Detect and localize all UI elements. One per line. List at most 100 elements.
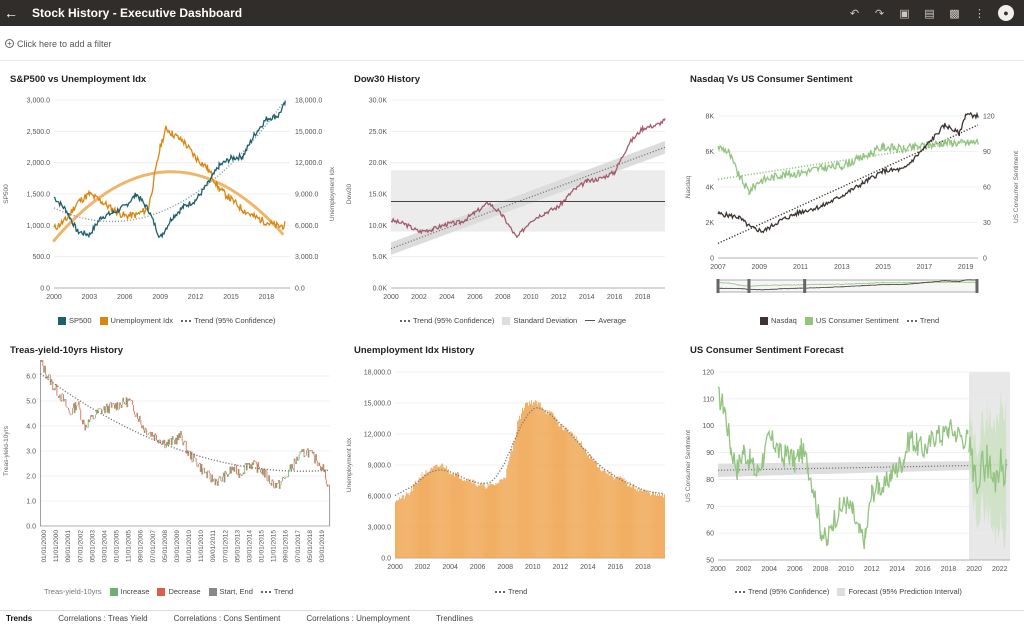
unemployment-bar: [578, 442, 580, 558]
tab-correlations-treas-yield[interactable]: Correlations : Treas Yield: [58, 614, 148, 623]
legend-item-sp500[interactable]: SP500: [58, 316, 92, 325]
waterfall-bar: [133, 411, 135, 415]
legend-item-average[interactable]: Average: [585, 316, 626, 325]
waterfall-bar: [92, 415, 94, 420]
canvas-tabs: Trends Correlations : Treas Yield Correl…: [0, 610, 1024, 626]
unemployment-bar: [535, 400, 537, 558]
unemployment-bar: [645, 490, 647, 558]
legend-item-increase[interactable]: Increase: [109, 587, 149, 596]
unemployment-bar: [478, 485, 480, 558]
x-tick-label: 2002: [415, 564, 431, 571]
waterfall-bar: [293, 458, 295, 471]
unemployment-bar: [602, 470, 604, 558]
sp500-series-line: [53, 100, 286, 239]
title-bar: ← Stock History - Executive Dashboard ↶ …: [0, 0, 1024, 26]
waterfall-bar: [209, 473, 211, 480]
unemployment-bar: [612, 476, 614, 558]
unemployment-bar: [418, 477, 420, 558]
unemployment-bar: [617, 476, 619, 558]
waterfall-bar: [40, 360, 42, 362]
waterfall-bar: [275, 482, 277, 488]
unemployment-bar: [423, 474, 425, 558]
unemployment-bar: [594, 460, 595, 558]
x-tick-label: 2020: [966, 566, 982, 573]
waterfall-bar: [198, 464, 199, 467]
waterfall-bar: [222, 476, 223, 482]
waterfall-bar: [77, 404, 78, 406]
trend-confidence-band: [391, 141, 665, 255]
x-tick-label: 07/01/2002: [77, 530, 84, 563]
unemployment-bar: [637, 488, 639, 558]
nasdaq-series-line: [717, 111, 979, 234]
legend-item-trend[interactable]: Trend (95% Confidence): [181, 316, 276, 325]
waterfall-bar: [229, 466, 231, 474]
unemployment-bar: [603, 469, 605, 558]
y-tick-label: 0.0: [381, 556, 391, 563]
unemployment-bar: [558, 426, 560, 558]
legend-item-nasdaq[interactable]: Nasdaq: [760, 316, 797, 325]
legend-item-sentiment[interactable]: US Consumer Sentiment: [804, 316, 899, 325]
unemployment-bar: [548, 410, 550, 558]
tab-correlations-cons-sentiment[interactable]: Correlations : Cons Sentiment: [173, 614, 281, 623]
tab-trends[interactable]: Trends: [6, 614, 33, 623]
y-tick-label: 2K: [705, 220, 714, 227]
waterfall-bar: [140, 420, 142, 425]
waterfall-bar: [106, 403, 108, 413]
waterfall-bar: [241, 474, 243, 476]
legend-item-decrease[interactable]: Decrease: [157, 587, 201, 596]
waterfall-bar: [87, 419, 89, 428]
add-filter-icon[interactable]: +: [5, 39, 14, 48]
filter-placeholder[interactable]: Click here to add a filter: [17, 38, 112, 49]
unemployment-bar: [523, 410, 524, 558]
more-icon[interactable]: ⋮: [974, 7, 985, 20]
waterfall-bar: [199, 462, 201, 473]
unemployment-bar: [640, 489, 642, 558]
x-tick-label: 2006: [117, 294, 133, 301]
unemployment-bar: [420, 477, 422, 558]
tab-trendlines[interactable]: Trendlines: [435, 614, 473, 623]
undo-icon[interactable]: ↶: [849, 7, 860, 20]
sp500-chart: 0.0 500.0 1,000.0 1,500.0 2,000.0 2,500.0 3,00…: [3, 98, 336, 302]
unemployment-bar: [407, 493, 409, 558]
waterfall-bar: [59, 394, 61, 401]
avatar[interactable]: ●: [998, 5, 1014, 21]
legend-item-forecast[interactable]: Forecast (95% Prediction Interval): [837, 587, 962, 596]
legend-item-std-dev[interactable]: Standard Deviation: [502, 316, 577, 325]
legend-item-trend[interactable]: Trend (95% Confidence): [400, 316, 494, 325]
waterfall-bar: [76, 405, 78, 411]
waterfall-bar: [276, 482, 278, 488]
save-icon[interactable]: ▣: [899, 7, 910, 20]
unemployment-bar: [542, 409, 544, 558]
unemployment-bar: [649, 493, 651, 558]
waterfall-bar: [124, 404, 126, 405]
x-tick-label: 01/01/2005: [114, 530, 121, 563]
present-icon[interactable]: ▩: [949, 7, 960, 20]
unemployment-bar: [631, 486, 633, 558]
waterfall-bar: [319, 462, 321, 466]
comment-icon[interactable]: ▤: [924, 7, 935, 20]
filter-bar[interactable]: + Click here to add a filter: [0, 27, 1024, 61]
redo-icon[interactable]: ↷: [874, 7, 885, 20]
waterfall-bar: [273, 487, 275, 489]
waterfall-bar: [151, 431, 153, 437]
waterfall-bar: [236, 464, 237, 475]
waterfall-bar: [313, 451, 315, 456]
y-tick-label: 5.0K: [373, 254, 388, 261]
legend-item-unemployment[interactable]: Unemployment Idx: [99, 316, 173, 325]
waterfall-bar: [67, 407, 68, 409]
waterfall-bar: [237, 469, 239, 475]
tab-correlations-unemployment[interactable]: Correlations : Unemployment: [306, 614, 410, 623]
waterfall-bar: [164, 439, 166, 449]
legend-item-trend[interactable]: Trend: [495, 587, 527, 596]
back-arrow-icon[interactable]: ←: [4, 5, 18, 21]
waterfall-bar: [184, 440, 185, 443]
x-tick-label: 2000: [383, 294, 399, 301]
y2-tick-label: 90: [983, 149, 991, 156]
unemployment-bar: [663, 497, 664, 558]
unemployment-bar: [659, 492, 660, 558]
legend-item-start-end[interactable]: Start, End: [208, 587, 253, 596]
legend-item-trend[interactable]: Trend (95% Confidence): [735, 587, 829, 596]
unemployment-bar: [657, 494, 658, 558]
legend-item-trend[interactable]: Trend: [260, 587, 293, 596]
legend-item-trend[interactable]: Trend: [906, 316, 939, 325]
